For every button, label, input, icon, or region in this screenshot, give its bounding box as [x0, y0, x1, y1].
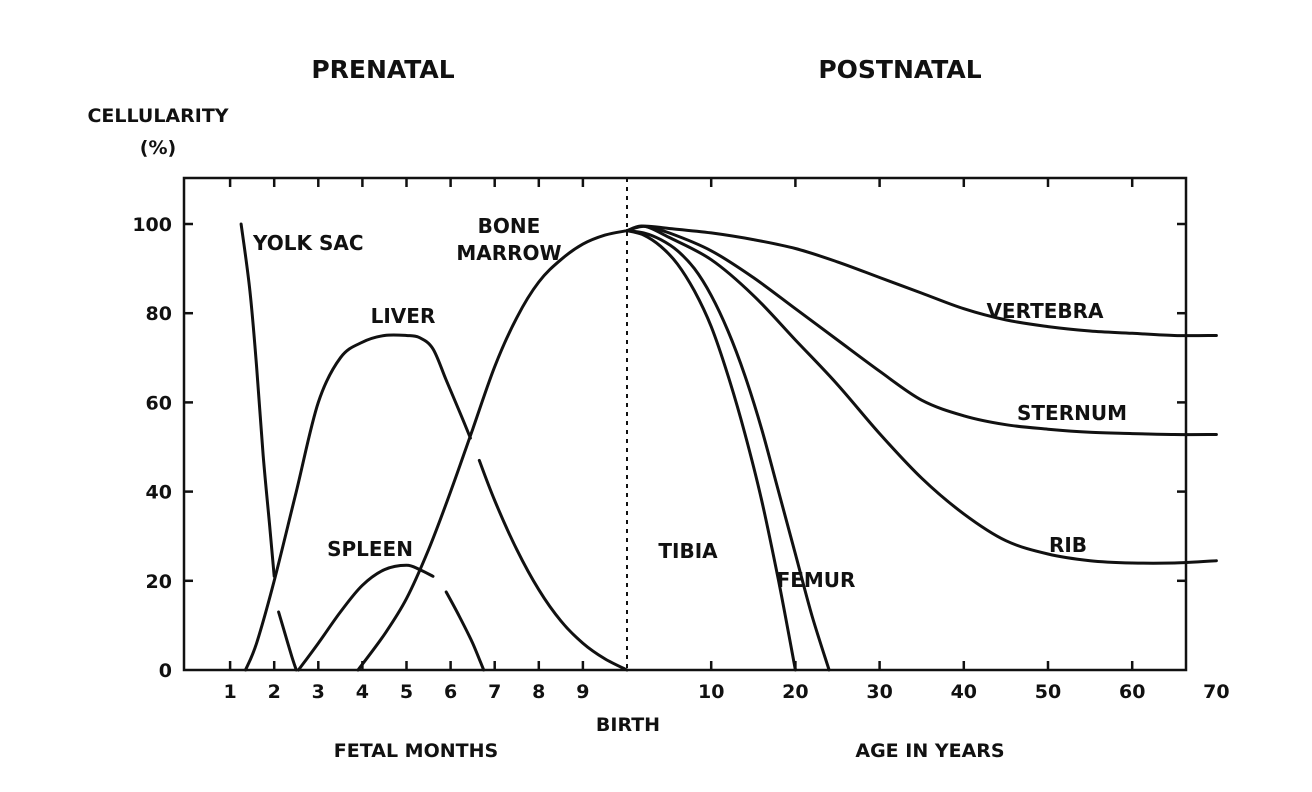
- spleen-curve-1: [297, 563, 435, 672]
- liver-curve-2: [477, 458, 629, 672]
- series-labels: YOLK SAC LIVER SPLEEN BONE MARROW VERTEBRA STE…: [252, 214, 1127, 592]
- x-tick-label-month-1: 1: [223, 681, 236, 703]
- x-tick-label-month-3: 3: [312, 681, 325, 703]
- x-axis-title-postnatal: AGE IN YEARS: [855, 740, 1004, 762]
- x-tick-label-year-30: 30: [866, 681, 892, 703]
- x-tick-label-year-20: 20: [782, 681, 808, 703]
- yolk-sac-curve-2: [277, 610, 298, 672]
- spleen-curve-2: [444, 590, 486, 672]
- series-label-vertebra: VERTEBRA: [986, 299, 1104, 323]
- x-tick-label-month-7: 7: [488, 681, 501, 703]
- prenatal-title: PRENATAL: [311, 55, 454, 84]
- y-tick-label-40: 40: [146, 482, 172, 504]
- vertebra-curve-1: [625, 224, 1218, 338]
- y-tick-label-20: 20: [146, 571, 172, 593]
- series-label-liver: LIVER: [371, 304, 436, 328]
- plot-frame: [182, 176, 1188, 672]
- series-label-sternum: STERNUM: [1017, 401, 1127, 425]
- y-axis-title-line2: (%): [140, 137, 176, 159]
- femur-curve-1: [625, 229, 831, 672]
- x-axis-title-prenatal: FETAL MONTHS: [334, 740, 498, 762]
- birth-label: BIRTH: [596, 714, 660, 736]
- bone-marrow-curve-1: [356, 229, 629, 672]
- x-tick-label-year-70: 70: [1203, 681, 1229, 703]
- x-tick-label-year-50: 50: [1035, 681, 1061, 703]
- x-tick-label-month-6: 6: [444, 681, 457, 703]
- y-tick-label-100: 100: [132, 214, 172, 236]
- series-label-bone-marrow-line1: BONE: [478, 214, 541, 238]
- x-tick-label-year-40: 40: [951, 681, 977, 703]
- liver-curve-1: [244, 333, 472, 672]
- series-label-rib: RIB: [1049, 533, 1087, 557]
- x-tick-label-month-2: 2: [268, 681, 281, 703]
- postnatal-title: POSTNATAL: [818, 55, 981, 84]
- sternum-curve-1: [625, 224, 1218, 437]
- x-tick-label-month-9: 9: [576, 681, 589, 703]
- series-curves: [239, 222, 1218, 672]
- x-tick-label-year-10: 10: [698, 681, 724, 703]
- series-label-tibia: TIBIA: [658, 539, 718, 563]
- series-label-femur: FEMUR: [777, 568, 856, 592]
- y-tick-label-60: 60: [146, 392, 172, 414]
- series-label-bone-marrow-line2: MARROW: [456, 241, 561, 265]
- x-tick-label-year-60: 60: [1119, 681, 1145, 703]
- series-label-yolk-sac: YOLK SAC: [252, 231, 364, 255]
- y-tick-label-0: 0: [159, 660, 172, 682]
- tibia-curve-1: [625, 229, 797, 672]
- y-tick-label-80: 80: [146, 303, 172, 325]
- x-tick-label-month-5: 5: [400, 681, 413, 703]
- y-axis-title-line1: CELLULARITY: [87, 105, 228, 127]
- x-tick-label-month-8: 8: [532, 681, 545, 703]
- axis-ticks: 0 20 40 60 80 100 1 2 3 4 5 6 7 8 9 10 20 30 40 50 60 70: [132, 178, 1230, 703]
- yolk-sac-curve-1: [239, 222, 276, 578]
- series-label-spleen: SPLEEN: [327, 537, 413, 561]
- rib-curve-1: [625, 224, 1218, 565]
- x-tick-label-month-4: 4: [356, 681, 369, 703]
